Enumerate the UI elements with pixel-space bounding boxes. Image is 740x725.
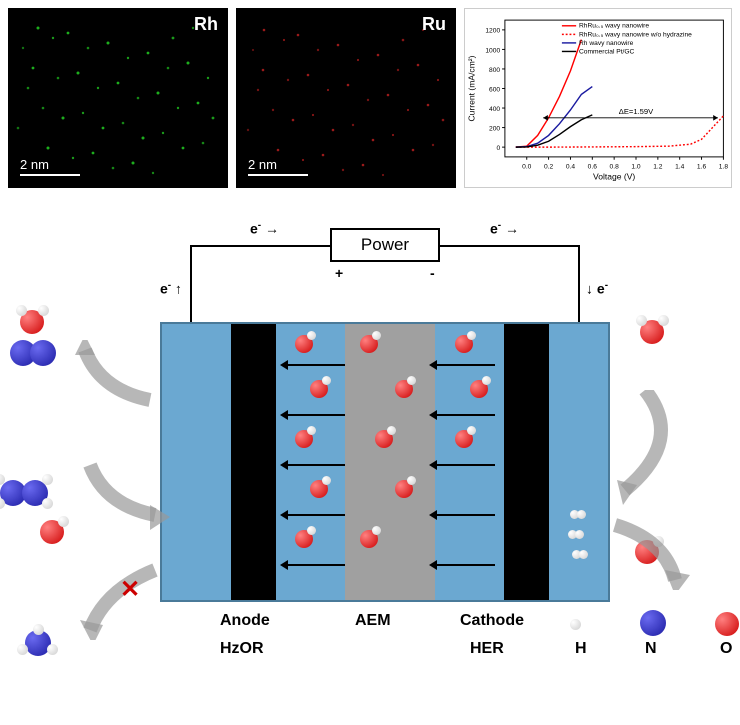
ion-arrow xyxy=(435,414,495,416)
anode-label: Anode xyxy=(220,612,270,630)
legend-h-atom xyxy=(570,617,581,635)
svg-text:0: 0 xyxy=(496,145,500,152)
scale-bar-ru: 2 nm xyxy=(248,157,308,176)
legend-o-atom xyxy=(715,612,739,641)
curved-arrow-icon xyxy=(605,390,705,510)
electron-label: e- → xyxy=(490,220,519,237)
ion-arrow xyxy=(435,364,495,366)
ion-arrow xyxy=(286,414,346,416)
svg-text:0.8: 0.8 xyxy=(610,163,620,170)
catholyte-inner xyxy=(435,324,504,600)
svg-text:600: 600 xyxy=(489,86,500,93)
ion-arrow xyxy=(286,464,346,466)
hzor-label: HzOR xyxy=(220,640,264,658)
svg-text:1000: 1000 xyxy=(485,47,500,54)
ion-arrow xyxy=(435,564,495,566)
svg-text:400: 400 xyxy=(489,106,500,113)
curved-arrow-icon xyxy=(75,455,175,535)
svg-text:0.6: 0.6 xyxy=(588,163,598,170)
legend-n: N xyxy=(645,640,657,658)
cathode-electrode xyxy=(504,324,549,600)
svg-text:1.4: 1.4 xyxy=(675,163,685,170)
svg-text:ΔE=1.59V: ΔE=1.59V xyxy=(619,107,654,116)
eds-rh-panel: Rh 2 nm xyxy=(8,8,228,188)
electron-label: ↓ e- xyxy=(586,280,608,297)
aem-label: AEM xyxy=(355,612,391,630)
aem-membrane xyxy=(345,324,434,600)
cathode-label: Cathode xyxy=(460,612,524,630)
ion-arrow xyxy=(435,464,495,466)
her-label: HER xyxy=(470,640,504,658)
wire xyxy=(190,245,330,247)
svg-text:1.6: 1.6 xyxy=(697,163,707,170)
svg-text:0.2: 0.2 xyxy=(544,163,554,170)
svg-text:Voltage (V): Voltage (V) xyxy=(593,172,635,182)
ion-arrow xyxy=(286,364,346,366)
legend-o: O xyxy=(720,640,732,658)
polarization-chart: 0.0 0.2 0.4 0.6 0.8 1.0 1.2 1.4 1.6 1.8 0 200 400 600… xyxy=(464,8,732,188)
ion-arrow xyxy=(286,564,346,566)
svg-text:1.8: 1.8 xyxy=(719,163,729,170)
svg-text:200: 200 xyxy=(489,125,500,132)
svg-text:Current (mA/cm²): Current (mA/cm²) xyxy=(467,55,477,121)
curved-arrow-icon xyxy=(605,510,705,590)
minus-sign: - xyxy=(430,265,435,281)
svg-text:0.4: 0.4 xyxy=(566,163,576,170)
eds-rh-label: Rh xyxy=(194,14,218,35)
svg-text:1200: 1200 xyxy=(485,28,500,35)
red-x-icon: ✕ xyxy=(120,575,140,604)
svg-text:1.2: 1.2 xyxy=(653,163,663,170)
ion-arrow xyxy=(286,514,346,516)
svg-text:1.0: 1.0 xyxy=(631,163,641,170)
scale-bar-rh: 2 nm xyxy=(20,157,80,176)
svg-text:0.0: 0.0 xyxy=(522,163,532,170)
anolyte-inner xyxy=(276,324,345,600)
wire xyxy=(190,245,192,323)
svg-text:Commercial Pt/GC: Commercial Pt/GC xyxy=(579,48,635,55)
electrolyzer-diagram: Power e- → e- → + - e- ↑ ↓ e- xyxy=(50,210,690,710)
ion-arrow xyxy=(435,514,495,516)
electron-label: e- ↑ xyxy=(160,280,182,297)
power-box: Power xyxy=(330,228,440,262)
electrolysis-cell xyxy=(160,322,610,602)
wire xyxy=(578,245,580,323)
curved-arrow-icon xyxy=(70,340,170,420)
wire xyxy=(440,245,580,247)
eds-ru-panel: Ru 2 nm xyxy=(236,8,456,188)
legend-h: H xyxy=(575,640,587,658)
electron-label: e- → xyxy=(250,220,279,237)
svg-text:RhRu₀.₅ wavy nanowire w/o hydr: RhRu₀.₅ wavy nanowire w/o hydrazine xyxy=(579,31,692,38)
svg-text:Rh wavy nanowire: Rh wavy nanowire xyxy=(579,40,634,47)
anode-electrode xyxy=(231,324,276,600)
svg-text:RhRu₀.₅ wavy nanowire: RhRu₀.₅ wavy nanowire xyxy=(579,23,649,30)
svg-text:800: 800 xyxy=(489,67,500,74)
chart-svg: 0.0 0.2 0.4 0.6 0.8 1.0 1.2 1.4 1.6 1.8 0 200 400 600… xyxy=(465,9,731,187)
plus-sign: + xyxy=(335,265,343,281)
legend-n-atom xyxy=(640,610,666,641)
eds-ru-label: Ru xyxy=(422,14,446,35)
